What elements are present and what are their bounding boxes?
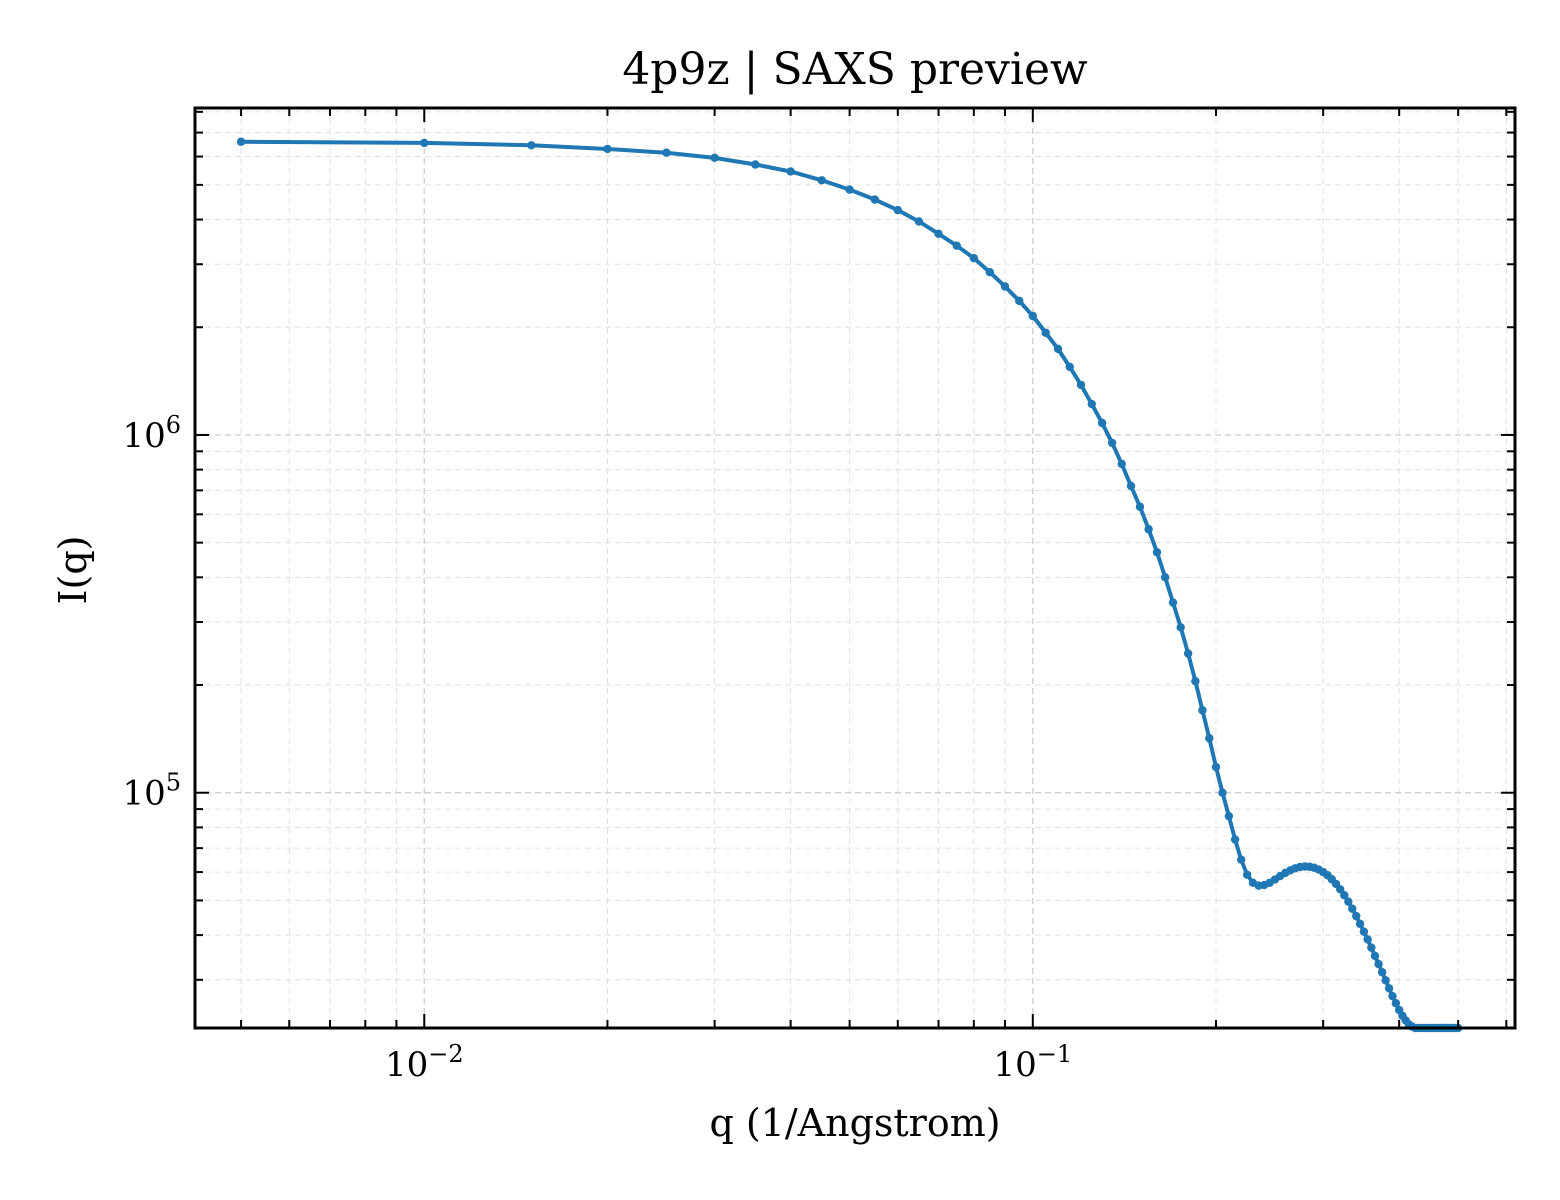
data-point [1377, 968, 1387, 977]
major-grid [195, 108, 1515, 1028]
data-point [893, 205, 902, 215]
x-axis-label: q (1/Angstrom) [709, 1101, 1000, 1145]
data-point [1160, 573, 1170, 582]
data-point [1374, 959, 1383, 969]
data-point [1087, 399, 1096, 409]
data-point [969, 253, 979, 263]
data-point [1015, 296, 1024, 306]
data-point [1065, 362, 1074, 372]
data-point [914, 217, 924, 226]
minor-grid [195, 108, 1515, 1028]
data-point [1211, 762, 1221, 772]
data-point [236, 137, 246, 146]
data-point [1224, 811, 1234, 821]
chart-title: 4p9z | SAXS preview [622, 44, 1088, 95]
data-point [527, 141, 536, 150]
data-point [985, 268, 995, 277]
data-point [420, 138, 429, 148]
x-tick-label: 10−1 [993, 1040, 1072, 1085]
data-point [1152, 548, 1162, 557]
data-point [1230, 835, 1240, 844]
data-point [1367, 943, 1376, 952]
data-point [1176, 623, 1185, 632]
data-point [817, 176, 826, 185]
data-point [1242, 870, 1252, 879]
data-point [751, 160, 760, 169]
data-point [1053, 344, 1063, 354]
data-point [1344, 897, 1353, 906]
data-point [1144, 525, 1153, 534]
data-point [662, 148, 671, 157]
data-point [1352, 911, 1361, 921]
y-tick-label: 105 [122, 769, 181, 814]
data-point [1126, 481, 1136, 491]
data-point [1191, 676, 1200, 686]
data-point [1355, 919, 1365, 929]
data-point [786, 167, 795, 176]
data-point [1041, 328, 1050, 337]
data-point [1384, 984, 1394, 993]
data-point [1135, 502, 1145, 511]
y-axis-label: I(q) [51, 536, 95, 605]
data-point [1198, 706, 1207, 715]
data-point [1391, 999, 1401, 1008]
data-point [1370, 951, 1380, 961]
data-point [710, 153, 719, 163]
data-point [1359, 927, 1369, 936]
data-point [603, 144, 612, 154]
data-point [1183, 649, 1193, 658]
data-point [1117, 459, 1126, 469]
data-point [1348, 904, 1357, 913]
data-point [1076, 380, 1086, 390]
data-point [1388, 991, 1397, 1001]
plot-frame [193, 106, 1517, 1030]
data-point [1218, 788, 1227, 797]
data-point [952, 241, 961, 250]
data-point [1340, 891, 1349, 900]
data-point [1336, 885, 1345, 894]
data-point [1236, 855, 1246, 864]
data-point [845, 185, 854, 194]
x-tick-label: 10−2 [385, 1040, 464, 1085]
data-point [1205, 734, 1214, 743]
data-point [1363, 935, 1372, 944]
data-point [1097, 418, 1107, 428]
data-point [1168, 598, 1178, 607]
data-point [1107, 438, 1117, 448]
data-point [1028, 311, 1038, 321]
data-point [934, 229, 943, 238]
data-point [1381, 976, 1390, 985]
y-tick-label: 106 [122, 411, 181, 456]
data-point [1000, 282, 1010, 291]
data-point [870, 195, 880, 204]
